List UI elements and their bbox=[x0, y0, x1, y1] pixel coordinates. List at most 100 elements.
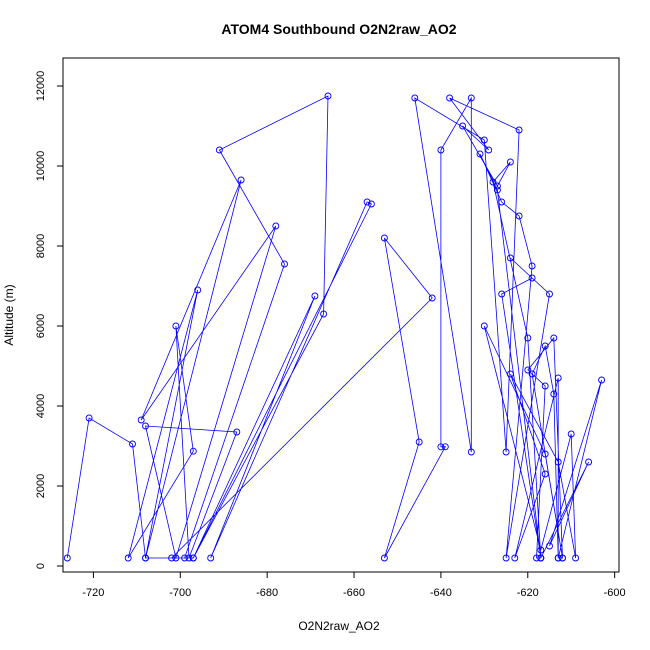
data-point bbox=[572, 554, 580, 562]
data-point bbox=[502, 448, 510, 456]
data-point bbox=[541, 450, 549, 458]
data-point bbox=[129, 440, 136, 448]
data-point bbox=[172, 554, 180, 562]
data-point bbox=[528, 274, 536, 282]
plot-area bbox=[63, 92, 606, 562]
data-point bbox=[237, 176, 245, 184]
data-point bbox=[489, 178, 497, 186]
x-tick-label: -660 bbox=[343, 587, 365, 599]
series-line bbox=[66, 95, 602, 560]
data-point bbox=[567, 430, 575, 438]
data-point bbox=[559, 554, 566, 562]
y-tick-label: 6000 bbox=[35, 314, 47, 338]
data-point bbox=[380, 234, 388, 242]
x-tick-label: -700 bbox=[169, 587, 191, 599]
data-point bbox=[493, 186, 501, 194]
data-point bbox=[506, 370, 514, 378]
data-point bbox=[233, 428, 241, 436]
data-point bbox=[446, 94, 454, 102]
data-point bbox=[281, 260, 288, 268]
data-point bbox=[320, 310, 328, 318]
data-point bbox=[441, 443, 449, 451]
data-point bbox=[506, 254, 514, 262]
data-point bbox=[185, 554, 193, 562]
data-point bbox=[524, 334, 532, 342]
data-point bbox=[550, 334, 558, 342]
data-point bbox=[194, 286, 202, 294]
data-point bbox=[272, 222, 280, 230]
data-point bbox=[515, 212, 523, 220]
x-tick-label: -680 bbox=[256, 587, 278, 599]
data-point bbox=[541, 470, 549, 478]
data-point bbox=[85, 414, 93, 422]
data-point bbox=[467, 94, 475, 102]
data-point bbox=[537, 546, 545, 554]
y-tick-label: 0 bbox=[35, 563, 47, 569]
y-axis: 0 2000 4000 6000 8000 10000 12000 bbox=[35, 71, 64, 569]
data-point bbox=[533, 554, 540, 562]
data-point bbox=[506, 158, 514, 166]
data-point bbox=[554, 458, 562, 466]
x-axis: -720 -700 -680 -660 -640 -620 -600 bbox=[82, 571, 626, 599]
data-point bbox=[485, 146, 493, 154]
data-point bbox=[207, 554, 215, 562]
y-tick-label: 2000 bbox=[35, 474, 47, 498]
data-point bbox=[189, 554, 197, 562]
data-point bbox=[367, 200, 375, 208]
data-point bbox=[415, 438, 423, 446]
data-point bbox=[515, 126, 523, 134]
data-point bbox=[585, 458, 593, 466]
x-tick-label: -640 bbox=[430, 587, 452, 599]
data-point bbox=[480, 322, 488, 330]
y-tick-label: 10000 bbox=[35, 151, 47, 182]
data-point bbox=[511, 554, 519, 562]
data-point bbox=[498, 198, 506, 206]
data-point bbox=[541, 382, 549, 390]
data-point bbox=[137, 416, 145, 424]
data-point bbox=[493, 182, 501, 190]
data-point bbox=[411, 94, 419, 102]
y-tick-label: 8000 bbox=[35, 234, 47, 258]
x-tick-label: -720 bbox=[82, 587, 104, 599]
data-point bbox=[546, 290, 553, 298]
data-point bbox=[467, 448, 475, 456]
data-point bbox=[168, 554, 176, 562]
y-axis-label: Altitude (m) bbox=[2, 284, 16, 345]
data-point bbox=[550, 390, 558, 398]
data-point bbox=[215, 146, 223, 154]
data-point bbox=[380, 554, 388, 562]
data-point bbox=[363, 198, 371, 206]
data-point bbox=[524, 366, 532, 374]
data-point bbox=[437, 443, 445, 451]
data-point bbox=[528, 262, 536, 270]
data-point bbox=[537, 554, 545, 562]
data-point bbox=[311, 292, 319, 300]
data-point bbox=[502, 554, 510, 562]
data-point bbox=[546, 542, 553, 550]
data-point bbox=[476, 150, 484, 158]
data-point bbox=[181, 554, 189, 562]
chart-title: ATOM4 Southbound O2N2raw_AO2 bbox=[221, 21, 456, 37]
y-tick-label: 12000 bbox=[35, 71, 47, 102]
data-point bbox=[142, 422, 149, 430]
data-point bbox=[324, 92, 332, 100]
x-axis-label: O2N2raw_AO2 bbox=[298, 619, 380, 633]
y-tick-label: 4000 bbox=[35, 394, 47, 418]
data-point bbox=[428, 294, 436, 302]
data-point bbox=[189, 447, 197, 455]
data-point bbox=[142, 554, 149, 562]
data-point bbox=[124, 554, 132, 562]
data-point bbox=[437, 146, 445, 154]
x-tick-label: -600 bbox=[604, 587, 626, 599]
data-point bbox=[554, 374, 562, 382]
data-point bbox=[172, 322, 180, 330]
data-point bbox=[480, 136, 488, 144]
data-point bbox=[498, 290, 506, 298]
data-point bbox=[459, 122, 467, 130]
data-point bbox=[598, 376, 606, 384]
data-point bbox=[63, 554, 71, 562]
x-tick-label: -620 bbox=[517, 587, 539, 599]
plot-frame bbox=[62, 57, 620, 573]
data-point bbox=[528, 370, 536, 378]
